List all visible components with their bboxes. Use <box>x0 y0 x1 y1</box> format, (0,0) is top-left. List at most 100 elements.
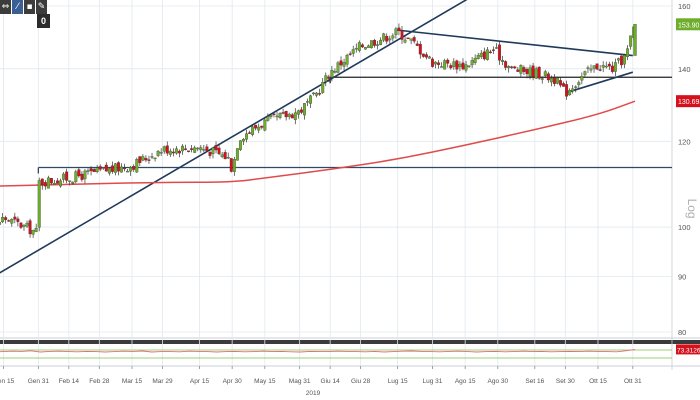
candle-body <box>461 62 465 70</box>
candle-body <box>107 168 111 174</box>
candle-body <box>446 59 450 64</box>
candle-body <box>556 77 559 84</box>
candle-body <box>10 219 14 224</box>
candle-body <box>208 152 212 156</box>
candle-body <box>205 146 209 151</box>
candle-body <box>153 157 157 160</box>
candle-body <box>171 151 175 154</box>
candle-body <box>397 27 401 31</box>
candle-body <box>485 49 489 60</box>
candle-body <box>330 70 334 78</box>
candle-body <box>46 177 50 189</box>
last-price-badge-bg <box>676 18 700 31</box>
candle-body <box>437 62 441 65</box>
candle-body <box>373 40 377 46</box>
draw-line-icon[interactable]: ⁄ <box>12 0 23 14</box>
candle-body <box>360 44 364 48</box>
x-tick-label: Feb 28 <box>89 378 110 385</box>
candle-body <box>391 35 395 39</box>
candle-body <box>312 92 316 95</box>
candle-body <box>607 63 611 67</box>
candle-body <box>34 228 38 232</box>
candle-body <box>132 165 136 170</box>
candle-body <box>235 148 239 161</box>
candle-body <box>455 60 459 70</box>
candle-body <box>56 180 59 184</box>
candle-body <box>138 156 142 164</box>
x-tick-label: May 15 <box>254 378 276 385</box>
candle-body <box>434 61 437 65</box>
moving-average-line <box>0 100 636 187</box>
candle-body <box>16 218 20 222</box>
candle-body <box>281 112 285 114</box>
candlesticks <box>0 23 637 238</box>
trendline <box>397 29 633 57</box>
candle-body <box>513 66 517 69</box>
candle-body <box>522 67 526 72</box>
candle-body <box>464 64 468 71</box>
trendline <box>0 0 468 274</box>
candle-body <box>299 109 303 113</box>
candle-body <box>376 44 380 46</box>
candle-body <box>123 167 127 170</box>
candle-body <box>254 124 258 129</box>
x-tick-label: Lug 15 <box>388 378 408 385</box>
candle-body <box>604 65 608 68</box>
x-tick-label: Ott 15 <box>589 378 607 385</box>
candle-body <box>318 93 322 95</box>
candle-body <box>504 61 508 68</box>
candle-body <box>165 145 169 154</box>
x-tick-label: Giu 14 <box>321 378 341 385</box>
y-axis-scale-label: Log <box>685 199 699 219</box>
candle-body <box>552 77 556 84</box>
x-tick-label: Mag 31 <box>289 378 311 385</box>
candle-body <box>202 149 206 151</box>
candle-body <box>98 166 102 170</box>
candle-body <box>449 65 453 69</box>
y-tick-label: 80 <box>678 328 686 337</box>
candle-body <box>251 126 255 135</box>
pan-icon[interactable]: ⇔ <box>0 0 11 14</box>
candle-body <box>620 55 623 66</box>
y-axis: 80 90 100 120 140 160 Log <box>678 2 699 337</box>
candle-body <box>370 40 373 49</box>
annotate-icon[interactable]: ✎ <box>36 0 47 14</box>
candle-body <box>394 28 398 35</box>
candle-body <box>232 159 236 172</box>
candle-body <box>25 222 29 227</box>
candle-body <box>534 68 538 79</box>
candle-body <box>418 43 422 55</box>
candle-body <box>385 35 389 42</box>
candle-body <box>610 65 614 72</box>
x-tick-label: Giu 28 <box>351 378 371 385</box>
candle-body <box>309 95 312 104</box>
candle-body <box>178 150 181 154</box>
last-price-badge-label: 153.90 <box>678 22 700 29</box>
candle-body <box>211 147 215 155</box>
candle-body <box>476 55 480 60</box>
x-year-label: 2019 <box>306 390 321 397</box>
trendline <box>565 71 634 94</box>
candle-body <box>242 139 245 142</box>
candle-body <box>37 180 41 228</box>
candle-body <box>601 64 605 68</box>
candle-body <box>92 169 96 173</box>
candle-body <box>257 126 261 131</box>
candle-body <box>412 37 416 42</box>
candle-body <box>150 156 154 158</box>
candle-body <box>68 180 72 182</box>
x-tick-label: Apr 15 <box>190 378 210 385</box>
x-tick-label: Mar 29 <box>152 378 173 385</box>
candle-body <box>528 67 532 77</box>
candle-body <box>1 217 5 222</box>
candle-body <box>168 150 172 155</box>
candle-body <box>287 113 291 117</box>
candle-body <box>519 65 523 74</box>
candle-body <box>424 54 428 58</box>
panel-separator <box>0 340 700 344</box>
candle-body <box>74 171 78 182</box>
x-tick-label: Set 30 <box>556 378 575 385</box>
indicator-icon[interactable]: ▪ <box>24 0 35 14</box>
